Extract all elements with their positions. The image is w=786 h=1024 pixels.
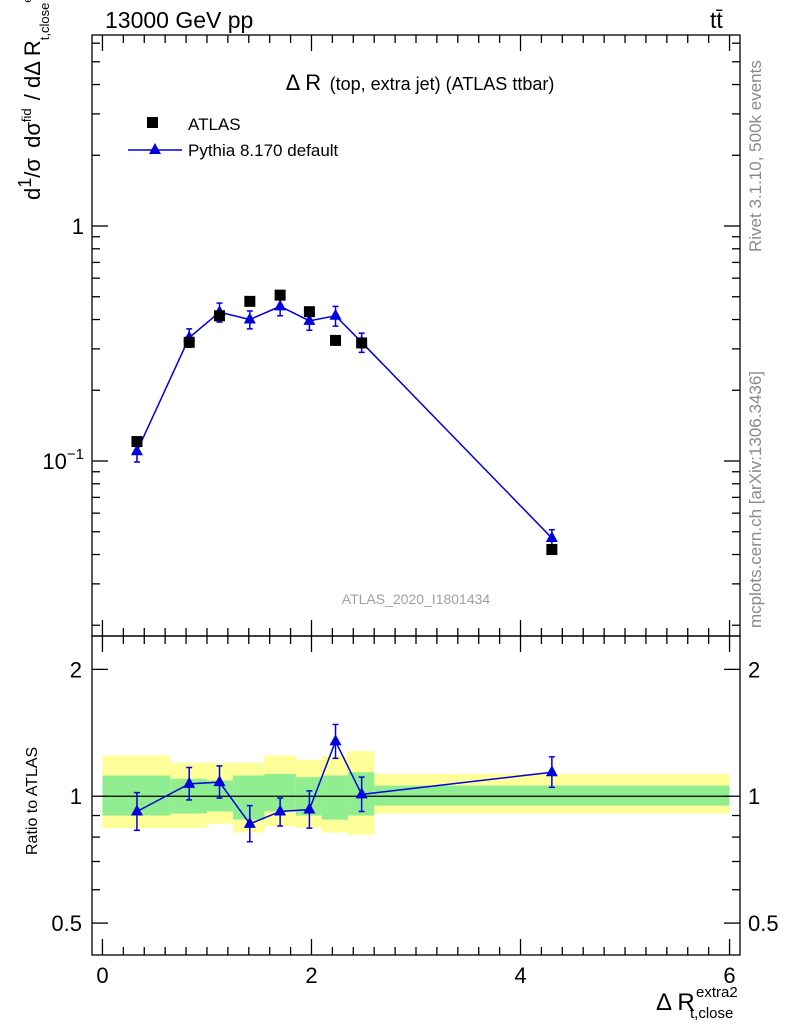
ratio-y-tick-label-left: 1 (70, 784, 82, 809)
legend-atlas-label: ATLAS (188, 115, 241, 134)
ratio-band-green (233, 775, 265, 820)
ratio-panel: 0.5 0.5 1 1 2 2 0 2 4 6 Ratio to ATLAS Δ R extra2… (24, 635, 779, 1022)
legend-atlas-marker (147, 117, 158, 128)
ratio-y-tick-label-left: 2 (70, 657, 82, 682)
ratio-y-tick-label-right: 0.5 (748, 911, 779, 936)
main-y-tick-label: 1 (72, 214, 84, 239)
x-tick-label: 4 (514, 963, 526, 988)
atlas-point (546, 544, 558, 556)
x-tick-label: 6 (723, 963, 735, 988)
ratio-y-tick-label-right: 1 (748, 784, 760, 809)
pythia-point (243, 312, 256, 324)
ratio-pythia-point (183, 776, 196, 788)
legend: ATLAS Pythia 8.170 default (128, 115, 339, 160)
source-label: mcplots.cern.ch [arXiv:1306.3436] (746, 371, 765, 628)
ratio-y-tick-label-right: 2 (748, 657, 760, 682)
svg-text:d1/σ dσfid / d: d1/σ dσfid / dΔ Rt,closeextra2 (11, 0, 52, 200)
process-label: tt̄ (710, 7, 723, 33)
ratio-pythia-point (243, 816, 256, 828)
atlas-point (244, 295, 256, 307)
ratio-uncertainty-bands (102, 751, 730, 835)
ratio-y-tick-label-left: 0.5 (51, 911, 82, 936)
atlas-point (131, 436, 143, 448)
ratio-pythia-point (545, 765, 558, 777)
energy-label: 13000 GeV pp (105, 7, 253, 33)
atlas-point (330, 334, 342, 346)
main-y-axis-ticks (92, 42, 740, 626)
atlas-point (274, 289, 286, 301)
plot-title: Δ R (top, extra jet) (ATLAS ttbar) (286, 70, 555, 95)
analysis-watermark: ATLAS_2020_I1801434 (342, 591, 491, 607)
rivet-version-label: Rivet 3.1.10, 500k events (746, 60, 765, 252)
ratio-band-green (374, 785, 730, 806)
plot-title-main: Δ R (286, 70, 321, 95)
main-y-tick-labels: 1 10−1 (42, 214, 84, 474)
pythia-line (136, 305, 553, 539)
ratio-pythia-point (274, 804, 287, 816)
main-panel: 1 10−1 Δ R (top, extra jet) (ATLAS ttbar)… (11, 0, 741, 637)
ratio-panel-data (130, 723, 558, 843)
plot-title-detail: (top, extra jet) (ATLAS ttbar) (330, 74, 555, 94)
atlas-point (303, 306, 315, 318)
ratio-pythia-point (329, 734, 342, 746)
ratio-pythia-point (213, 775, 226, 787)
ratio-band-green (321, 775, 349, 820)
main-y-axis-label: d1/σ dσfid / dΔ Rt,closeextra2 (11, 0, 52, 200)
ratio-y-axis-ticks (92, 668, 740, 924)
x-axis-label: Δ R extra2 t,close (656, 976, 744, 1022)
atlas-point (214, 310, 226, 322)
ratio-y-axis-label: Ratio to ATLAS (24, 747, 41, 855)
x-tick-label: 0 (96, 963, 108, 988)
ratio-pythia-point (130, 804, 143, 816)
pythia-point (130, 444, 143, 456)
ratio-x-axis-ticks (101, 636, 731, 955)
atlas-point (183, 336, 195, 348)
ratio-pythia-point (355, 787, 368, 799)
legend-pythia-label: Pythia 8.170 default (188, 141, 339, 160)
ratio-tick-labels: 0.5 0.5 1 1 2 2 0 2 4 6 (51, 657, 778, 988)
legend-pythia-marker (149, 143, 161, 154)
atlas-point (356, 337, 368, 349)
pythia-point (303, 313, 316, 325)
main-panel-data (130, 289, 558, 556)
ratio-pythia-point (303, 802, 316, 814)
pythia-point (545, 531, 558, 543)
pythia-point (329, 308, 342, 320)
x-tick-label: 2 (305, 963, 317, 988)
main-x-axis-ticks (101, 35, 731, 636)
main-y-tick-label: 10−1 (42, 446, 84, 474)
pythia-point (274, 299, 287, 311)
